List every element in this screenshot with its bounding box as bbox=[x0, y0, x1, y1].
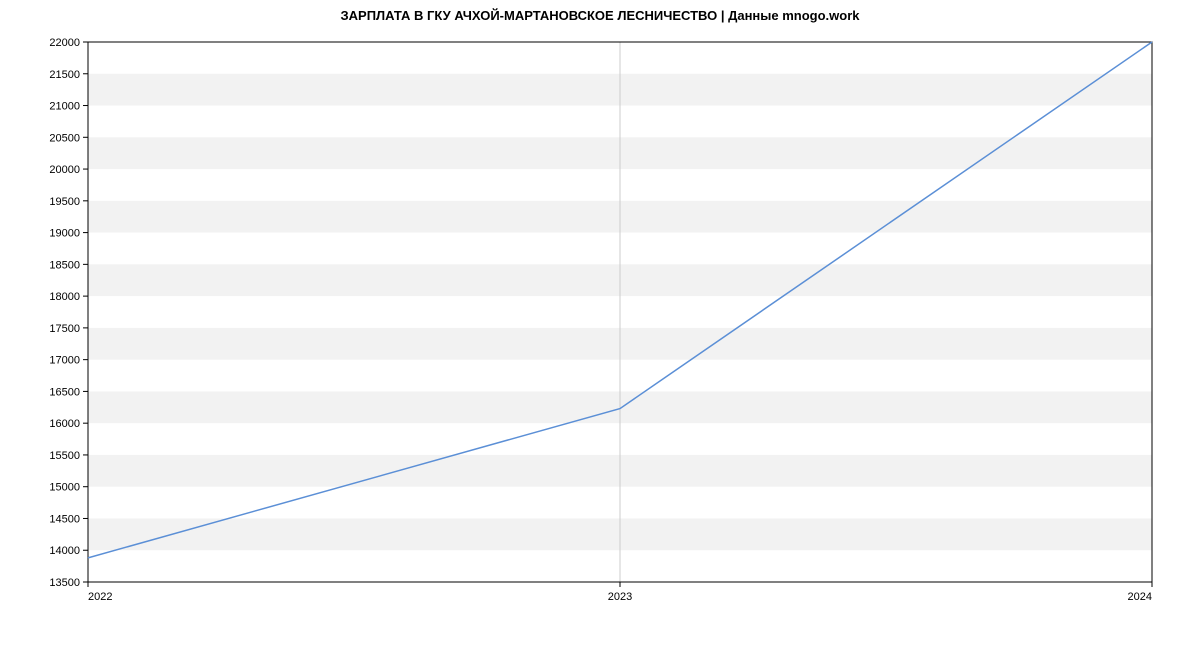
y-tick-label: 18500 bbox=[49, 259, 80, 271]
x-tick-label: 2023 bbox=[608, 591, 632, 603]
y-tick-label: 13500 bbox=[49, 577, 80, 589]
y-tick-label: 20500 bbox=[49, 132, 80, 144]
y-tick-label: 14500 bbox=[49, 513, 80, 525]
chart-container: ЗАРПЛАТА В ГКУ АЧХОЙ-МАРТАНОВСКОЕ ЛЕСНИЧ… bbox=[0, 0, 1200, 650]
y-tick-label: 20000 bbox=[49, 164, 80, 176]
y-tick-label: 15500 bbox=[49, 450, 80, 462]
chart-svg: 13500 14000 14500 15000 15500 16000 16500 17000… bbox=[0, 0, 1200, 650]
y-tick-label: 22000 bbox=[49, 37, 80, 49]
y-tick-label: 18000 bbox=[49, 291, 80, 303]
y-tick-label: 17000 bbox=[49, 355, 80, 367]
y-tick-label: 16500 bbox=[49, 386, 80, 398]
y-tick-label: 19000 bbox=[49, 228, 80, 240]
y-tick-label: 15000 bbox=[49, 482, 80, 494]
y-tick-label: 16000 bbox=[49, 418, 80, 430]
y-tick-label: 14000 bbox=[49, 545, 80, 557]
y-tick-label: 19500 bbox=[49, 196, 80, 208]
x-tick-label: 2024 bbox=[1128, 591, 1152, 603]
y-tick-label: 21000 bbox=[49, 101, 80, 113]
x-tick-label: 2022 bbox=[88, 591, 112, 603]
y-tick-label: 21500 bbox=[49, 69, 80, 81]
y-tick-label: 17500 bbox=[49, 323, 80, 335]
